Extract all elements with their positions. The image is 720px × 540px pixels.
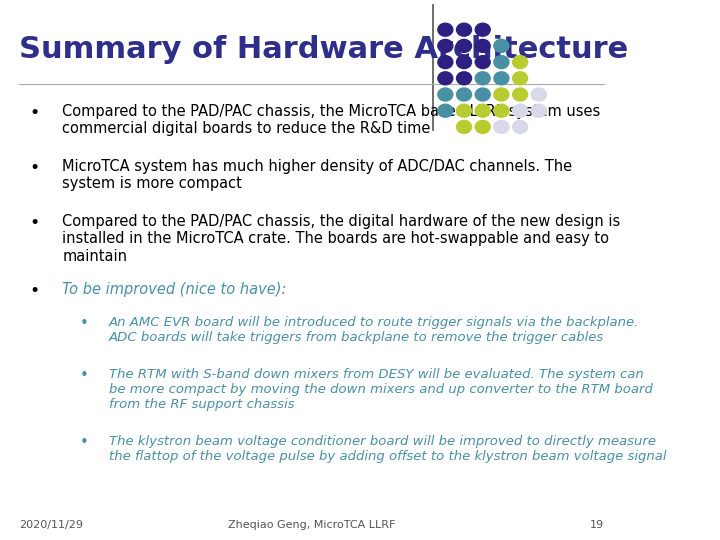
Text: Summary of Hardware Architecture: Summary of Hardware Architecture xyxy=(19,35,628,64)
Circle shape xyxy=(456,120,472,133)
Circle shape xyxy=(494,88,509,101)
Circle shape xyxy=(494,104,509,117)
Text: An AMC EVR board will be introduced to route trigger signals via the backplane.
: An AMC EVR board will be introduced to r… xyxy=(109,316,639,344)
Circle shape xyxy=(513,88,528,101)
Text: •: • xyxy=(29,159,40,177)
Text: Compared to the PAD/PAC chassis, the digital hardware of the new design is
insta: Compared to the PAD/PAC chassis, the dig… xyxy=(63,214,621,264)
Circle shape xyxy=(456,104,472,117)
Circle shape xyxy=(456,72,472,85)
Circle shape xyxy=(475,39,490,52)
Circle shape xyxy=(513,56,528,69)
Text: •: • xyxy=(80,316,89,331)
Text: •: • xyxy=(80,435,89,450)
Circle shape xyxy=(438,56,453,69)
Circle shape xyxy=(456,88,472,101)
Circle shape xyxy=(438,39,453,52)
Circle shape xyxy=(456,56,472,69)
Circle shape xyxy=(513,120,528,133)
Text: •: • xyxy=(80,368,89,383)
Circle shape xyxy=(475,120,490,133)
Text: •: • xyxy=(29,104,40,122)
Text: •: • xyxy=(29,214,40,232)
Circle shape xyxy=(531,88,546,101)
Circle shape xyxy=(494,120,509,133)
Circle shape xyxy=(456,39,472,52)
Text: •: • xyxy=(29,282,40,300)
Text: The klystron beam voltage conditioner board will be improved to directly measure: The klystron beam voltage conditioner bo… xyxy=(109,435,667,463)
Circle shape xyxy=(513,104,528,117)
Text: Compared to the PAD/PAC chassis, the MicroTCA based LLRF system uses
commercial : Compared to the PAD/PAC chassis, the Mic… xyxy=(63,104,600,136)
Text: 19: 19 xyxy=(590,520,604,530)
Circle shape xyxy=(475,88,490,101)
Circle shape xyxy=(494,56,509,69)
Circle shape xyxy=(438,23,453,36)
Circle shape xyxy=(494,72,509,85)
Circle shape xyxy=(494,39,509,52)
Circle shape xyxy=(438,72,453,85)
Circle shape xyxy=(531,104,546,117)
Circle shape xyxy=(475,104,490,117)
Circle shape xyxy=(475,72,490,85)
Circle shape xyxy=(475,56,490,69)
Circle shape xyxy=(475,23,490,36)
Text: MicroTCA system has much higher density of ADC/DAC channels. The
system is more : MicroTCA system has much higher density … xyxy=(63,159,572,191)
Text: To be improved (nice to have):: To be improved (nice to have): xyxy=(63,282,287,297)
Text: The RTM with S-band down mixers from DESY will be evaluated. The system can
be m: The RTM with S-band down mixers from DES… xyxy=(109,368,653,411)
Circle shape xyxy=(513,72,528,85)
Text: 2020/11/29: 2020/11/29 xyxy=(19,520,83,530)
Circle shape xyxy=(438,88,453,101)
Circle shape xyxy=(438,104,453,117)
Circle shape xyxy=(456,23,472,36)
Text: Zheqiao Geng, MicroTCA LLRF: Zheqiao Geng, MicroTCA LLRF xyxy=(228,520,395,530)
